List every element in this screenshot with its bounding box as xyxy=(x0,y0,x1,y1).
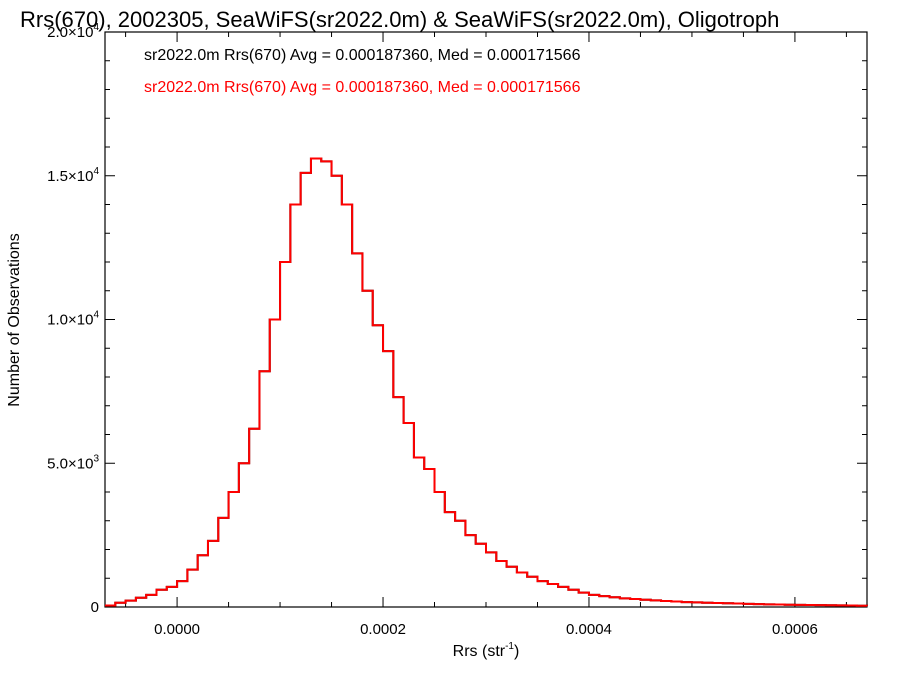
legend-entry-red: sr2022.0m Rrs(670) Avg = 0.000187360, Me… xyxy=(144,79,581,96)
y-axis-label: Number of Observations xyxy=(6,233,23,406)
series-line-red xyxy=(105,157,868,607)
y-tick-label: 1.5×104 xyxy=(47,166,99,185)
plot-frame xyxy=(104,31,868,608)
x-axis-label: Rrs (str-1) xyxy=(453,641,520,660)
x-axis: 0.0000 0.0002 0.0004 0.0006 xyxy=(125,32,847,638)
y-axis: 0 5.0×103 1.0×104 1.5×104 2.0×104 xyxy=(47,22,867,616)
series-line-black xyxy=(105,157,868,607)
y-tick-label: 2.0×104 xyxy=(47,22,99,41)
x-tick-label: 0.0004 xyxy=(566,621,612,638)
chart-title: Rrs(670), 2002305, SeaWiFS(sr2022.0m) & … xyxy=(20,7,779,32)
x-tick-label: 0.0006 xyxy=(772,621,818,638)
y-tick-label: 0 xyxy=(91,599,99,616)
x-tick-label: 0.0000 xyxy=(154,621,200,638)
y-tick-label: 5.0×103 xyxy=(47,453,99,472)
legend-entry-black: sr2022.0m Rrs(670) Avg = 0.000187360, Me… xyxy=(144,47,581,64)
y-tick-label: 1.0×104 xyxy=(47,310,99,329)
x-tick-label: 0.0002 xyxy=(360,621,406,638)
